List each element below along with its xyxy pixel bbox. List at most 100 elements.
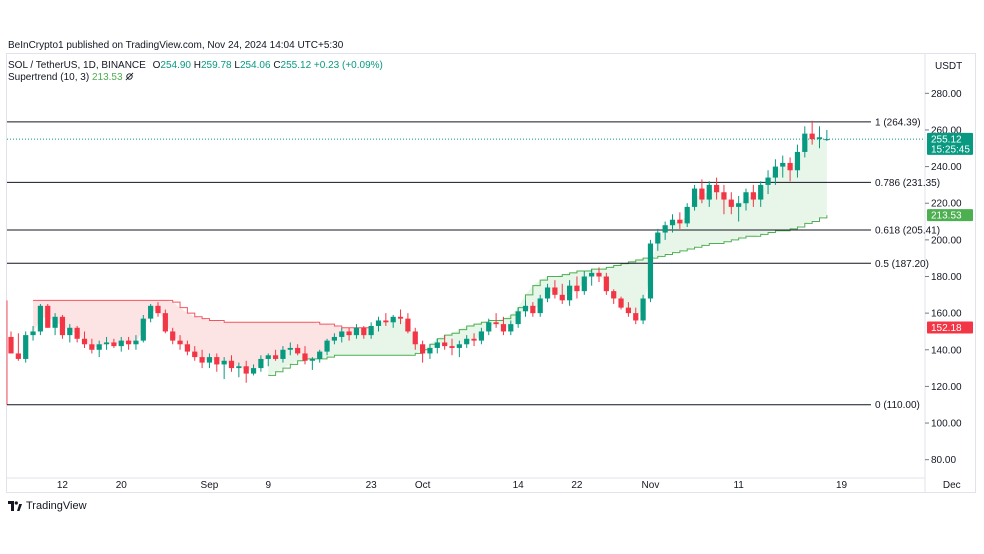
y-tick-label: 260.00 [931,125,962,136]
candle-body [103,342,110,345]
x-tick-label: 9 [265,480,271,491]
candle-body [324,340,330,352]
low-value: 254.06 [239,60,271,71]
candle-body [611,291,617,299]
brand-name: TradingView [26,500,87,512]
open-value: 254.90 [160,60,191,71]
candle-body [383,320,389,323]
candle-body [721,192,727,200]
candle-body [677,219,683,224]
candle-body [559,294,565,301]
y-tick-label: 200.00 [931,235,962,246]
candle-body [273,355,279,359]
candle-body [625,307,631,314]
candle-body [794,151,801,171]
candle-body [30,331,36,336]
candle-body [96,344,102,350]
indicator-value: 213.53 [91,72,123,83]
candle-body [574,285,580,292]
candle-body [228,360,235,369]
candle-body [177,340,183,345]
indicator-name[interactable]: Supertrend (10, 3) [8,72,90,83]
candle-body [486,322,492,332]
candle-body [265,355,271,359]
candle-body [714,184,720,193]
candle-body [52,316,58,328]
candle-body [236,366,242,369]
x-tick-label: 22 [571,480,583,491]
candle-body [772,166,778,178]
candle-body [111,342,117,347]
candle-body [787,162,793,171]
x-tick-label: 11 [733,480,744,491]
candle-body [250,368,257,374]
candle-body [192,351,198,358]
symbol-name[interactable]: SOL / TetherUS, 1D, BINANCE [8,60,146,71]
indicator-legend: Supertrend (10, 3) 213.53 [8,72,134,83]
candle-body [140,318,146,341]
y-tick-label: 160.00 [931,309,962,320]
candle-body [736,203,742,207]
candle-body [331,336,337,341]
candle-body [699,188,705,200]
candle-body [8,336,14,354]
candle-body [706,184,712,200]
candle-body [81,338,88,345]
candle-body [148,305,154,319]
candle-body [530,305,536,314]
price-tag-countdown: 15:25:45 [931,144,970,155]
price-tag-label: 255.12 [931,134,962,145]
change-value: +0.23 (+0.09%) [313,60,383,71]
brand-footer: TradingView [8,500,87,512]
candle-body [118,340,124,347]
currency-label[interactable]: USDT [935,61,963,72]
candle-body [221,360,227,365]
candle-body [339,331,345,337]
x-tick-label: 23 [366,480,378,491]
candle-body [412,331,418,345]
x-tick-label: Sep [201,480,219,491]
fib-level-label: 0.618 (205.41) [875,225,940,236]
candle-body [280,349,286,359]
x-tick-label: 14 [513,480,525,491]
eye-off-icon[interactable] [125,72,134,81]
open-label: O [152,60,161,71]
candle-body [214,357,220,365]
candle-body [581,276,587,292]
candle-body [691,188,698,207]
candle-body [567,285,573,301]
supertrend-up-fill [268,136,827,376]
candle-body [442,342,448,347]
candle-body [405,318,411,332]
candle-body [662,225,668,233]
candle-body [199,357,205,363]
candle-body [758,184,764,200]
candle-body [589,272,595,277]
x-tick-label: Oct [415,480,431,491]
candle-body [317,351,323,359]
symbol-legend: SOL / TetherUS, 1D, BINANCE O254.90 H259… [8,60,383,71]
candle-body [809,133,815,140]
candle-body [346,331,352,336]
candle-body [500,324,507,332]
candle-body [434,342,440,348]
fib-level-label: 0.5 (187.20) [875,259,929,270]
candle-body [302,353,308,361]
candle-body [655,232,661,244]
high-label: H [193,60,201,71]
candle-body [397,316,404,319]
candle-body [287,347,293,350]
y-tick-label: 80.00 [931,455,956,466]
candle-body [750,192,756,200]
price-tag [927,321,973,334]
candle-body [603,276,609,292]
candle-body [133,340,139,345]
candle-body [361,327,367,336]
price-tag-label: 213.53 [931,211,962,222]
candle-body [184,344,190,352]
price-tag [927,209,973,222]
candle-body [309,358,315,361]
candle-body [390,316,396,323]
x-tick-label: 20 [116,480,128,491]
